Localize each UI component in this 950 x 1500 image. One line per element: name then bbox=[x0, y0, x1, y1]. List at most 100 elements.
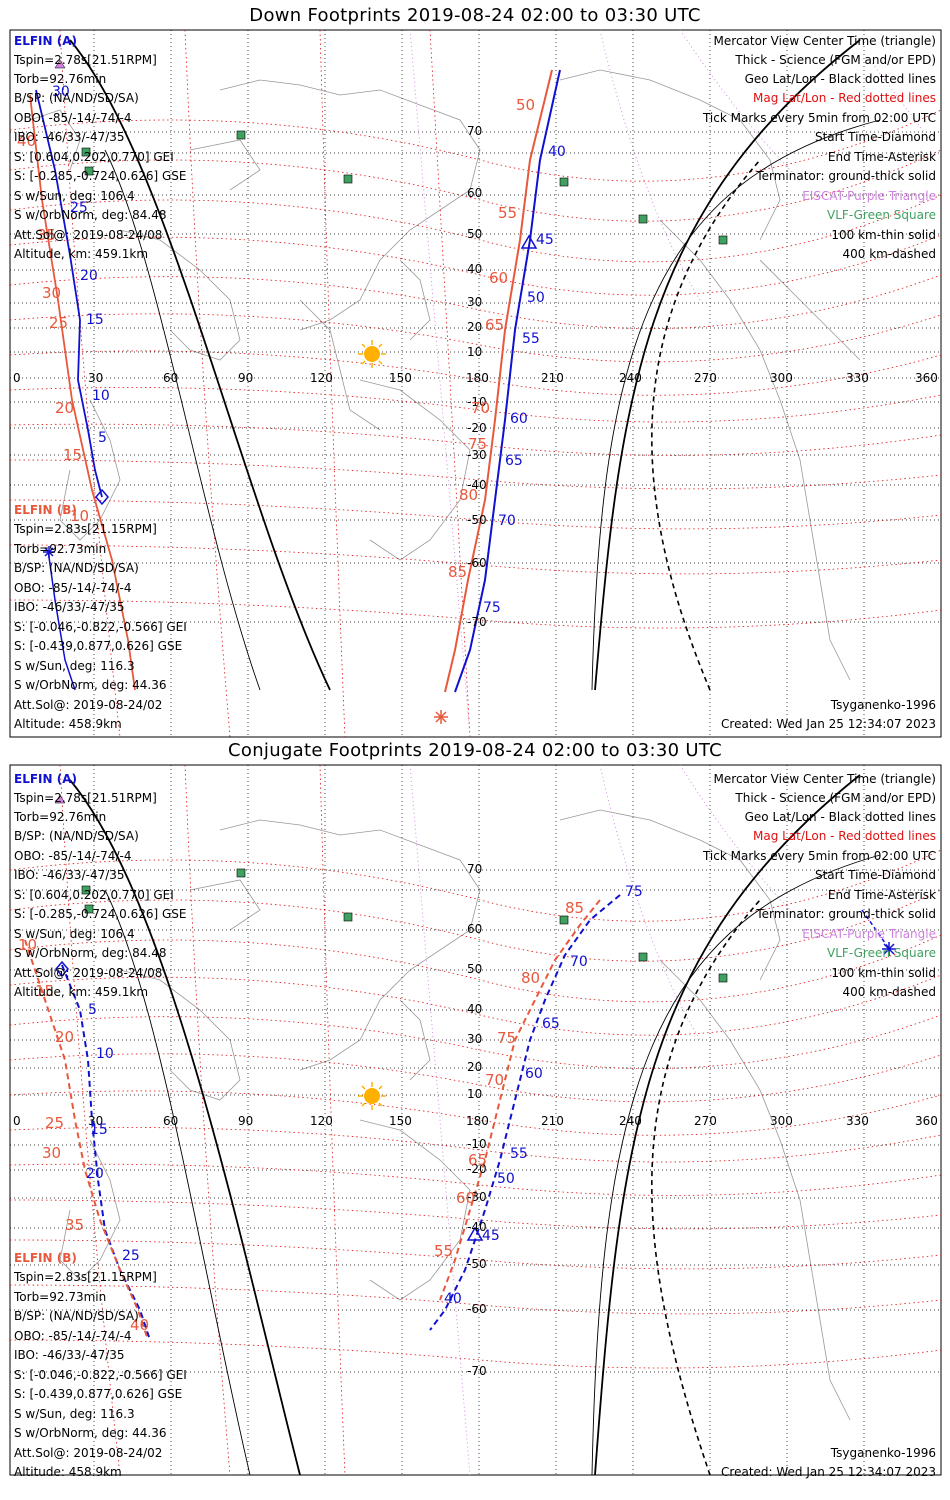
elfin-b-line: Att.Sol@: 2019-08-24/02 bbox=[14, 698, 163, 712]
elfin-a-line: IBO: -46/33/-47/35 bbox=[14, 868, 125, 882]
svg-text:60: 60 bbox=[467, 922, 482, 936]
eiscat-triangle bbox=[54, 794, 66, 804]
svg-text:75: 75 bbox=[625, 884, 643, 900]
svg-text:240: 240 bbox=[619, 1114, 642, 1128]
elfin-b-line: Tspin=2.83s[21.15RPM] bbox=[14, 522, 157, 536]
lat-ticks: 70 60 50 40 30 20 10 -10 -20 -30 -40 -50… bbox=[467, 862, 487, 1378]
svg-text:360: 360 bbox=[915, 1114, 938, 1128]
elfin-a-heading: ELFIN (A) bbox=[14, 772, 77, 786]
svg-text:-40: -40 bbox=[467, 1220, 487, 1234]
elfin-b-line: OBO: -85/-14/-74/-4 bbox=[14, 581, 132, 595]
svg-text:15: 15 bbox=[35, 982, 54, 1000]
svg-text:210: 210 bbox=[541, 1114, 564, 1128]
svg-text:75: 75 bbox=[483, 600, 501, 616]
svg-text:40: 40 bbox=[444, 1291, 462, 1307]
elfin-a-line: Altitude, km: 459.1km bbox=[14, 247, 149, 261]
svg-text:25: 25 bbox=[45, 1114, 64, 1132]
elfin-b-line: S w/Sun, deg: 116.3 bbox=[14, 659, 135, 673]
svg-text:80: 80 bbox=[459, 486, 478, 504]
elfin-a-line: IBO: -46/33/-47/35 bbox=[14, 130, 125, 144]
svg-text:45: 45 bbox=[536, 232, 554, 248]
svg-text:10: 10 bbox=[92, 388, 110, 404]
eiscat-triangle bbox=[54, 59, 66, 69]
svg-text:30: 30 bbox=[467, 295, 482, 309]
created-label: Created: Wed Jan 25 12:34:07 2023 bbox=[721, 1465, 936, 1479]
end-segment bbox=[861, 909, 891, 951]
legend-item: Terminator: ground-thick solid bbox=[756, 907, 936, 921]
svg-text:40: 40 bbox=[548, 144, 566, 160]
down-map: 0 30 60 90 120 150 180 210 240 270 300 3… bbox=[9, 29, 942, 738]
svg-text:70: 70 bbox=[467, 124, 482, 138]
svg-text:20: 20 bbox=[86, 1166, 104, 1182]
legend-item: Mag Lat/Lon - Red dotted lines bbox=[752, 91, 936, 105]
center-time-triangle bbox=[466, 1226, 484, 1241]
svg-text:40: 40 bbox=[130, 1316, 149, 1334]
elfin-a-track bbox=[35, 69, 561, 693]
svg-text:-10: -10 bbox=[467, 1137, 487, 1151]
svg-text:-50: -50 bbox=[467, 513, 487, 527]
elfin-b-line: B/SP: (NA/ND/SD/SA) bbox=[14, 561, 139, 575]
legend-item: End Time-Asterisk bbox=[827, 888, 936, 902]
conjugate-footprints-panel: Conjugate Footprints 2019-08-24 02:00 to… bbox=[0, 740, 950, 1500]
svg-text:65: 65 bbox=[542, 1016, 560, 1032]
elfin-b-heading: ELFIN (B) bbox=[14, 1251, 77, 1265]
legend-item: Thick - Science (FGM and/or EPD) bbox=[735, 53, 936, 67]
svg-text:40: 40 bbox=[467, 1002, 482, 1016]
down-footprints-panel: Down Footprints 2019-08-24 02:00 to 03:3… bbox=[0, 0, 950, 740]
svg-text:70: 70 bbox=[467, 862, 482, 876]
svg-text:75: 75 bbox=[468, 435, 487, 453]
start-time-diamond bbox=[95, 488, 109, 506]
svg-text:85: 85 bbox=[565, 899, 584, 917]
elfin-b-line: IBO: -46/33/-47/35 bbox=[14, 600, 125, 614]
created-label: Created: Wed Jan 25 12:34:07 2023 bbox=[721, 717, 936, 731]
svg-text:300: 300 bbox=[770, 1114, 793, 1128]
svg-text:360: 360 bbox=[915, 371, 938, 385]
svg-text:65: 65 bbox=[468, 1151, 487, 1169]
svg-text:-70: -70 bbox=[467, 615, 487, 629]
svg-text:120: 120 bbox=[310, 1114, 333, 1128]
svg-text:30: 30 bbox=[42, 1144, 61, 1162]
elfin-a-line: S: [0.604,0.202,0.770] GEI bbox=[14, 150, 174, 164]
elfin-b-line: Torb=92.73min bbox=[14, 542, 107, 556]
legend-item: Start Time-Diamond bbox=[814, 868, 936, 882]
elfin-a-line: Altitude, km: 459.1km bbox=[14, 985, 149, 999]
elfin-b-line: Tspin=2.83s[21.15RPM] bbox=[14, 1270, 157, 1284]
svg-text:-50: -50 bbox=[467, 1257, 487, 1271]
svg-text:-20: -20 bbox=[467, 1162, 487, 1176]
svg-text:0: 0 bbox=[13, 371, 21, 385]
svg-text:60: 60 bbox=[525, 1066, 543, 1082]
svg-text:70: 70 bbox=[498, 513, 516, 529]
svg-text:85: 85 bbox=[448, 563, 467, 581]
legend-item: Tick Marks every 5min from 02:00 UTC bbox=[702, 111, 936, 125]
svg-text:30: 30 bbox=[88, 371, 103, 385]
elfin-a-line: S: [-0.285,-0.724,0.626] GSE bbox=[14, 907, 187, 921]
elfin-b-line: S: [-0.439,0.877,0.626] GSE bbox=[14, 1387, 183, 1401]
svg-text:-20: -20 bbox=[467, 421, 487, 435]
svg-text:70: 70 bbox=[485, 1071, 504, 1089]
svg-text:20: 20 bbox=[80, 268, 98, 284]
panel-title: Down Footprints 2019-08-24 02:00 to 03:3… bbox=[249, 5, 701, 26]
coastlines bbox=[29, 69, 861, 681]
svg-text:90: 90 bbox=[238, 1114, 253, 1128]
panel-title: Conjugate Footprints 2019-08-24 02:00 to… bbox=[228, 740, 722, 761]
sun-icon bbox=[358, 1082, 386, 1110]
legend-item: Terminator: ground-thick solid bbox=[756, 169, 936, 183]
svg-text:30: 30 bbox=[88, 1114, 103, 1128]
svg-text:5: 5 bbox=[98, 430, 107, 446]
elfin-a-line: S w/OrbNorm, deg: 84.48 bbox=[14, 208, 167, 222]
elfin-a-line: Att.Sol@: 2019-08-24/08 bbox=[14, 966, 163, 980]
svg-text:25: 25 bbox=[49, 314, 68, 332]
svg-text:55: 55 bbox=[522, 331, 540, 347]
svg-text:10: 10 bbox=[70, 507, 89, 525]
svg-text:90: 90 bbox=[238, 371, 253, 385]
elfin-a-line: B/SP: (NA/ND/SD/SA) bbox=[14, 829, 139, 843]
legend-item: 100 km-thin solid bbox=[831, 228, 936, 242]
elfin-b-line: Altitude: 458.9km bbox=[14, 717, 122, 731]
svg-text:120: 120 bbox=[310, 371, 333, 385]
svg-text:60: 60 bbox=[456, 1189, 475, 1207]
legend-item: Mercator View Center Time (triangle) bbox=[713, 34, 936, 48]
svg-text:-60: -60 bbox=[467, 556, 487, 570]
svg-text:210: 210 bbox=[541, 371, 564, 385]
eiscat-lines bbox=[409, 29, 931, 738]
svg-text:20: 20 bbox=[55, 1028, 74, 1046]
